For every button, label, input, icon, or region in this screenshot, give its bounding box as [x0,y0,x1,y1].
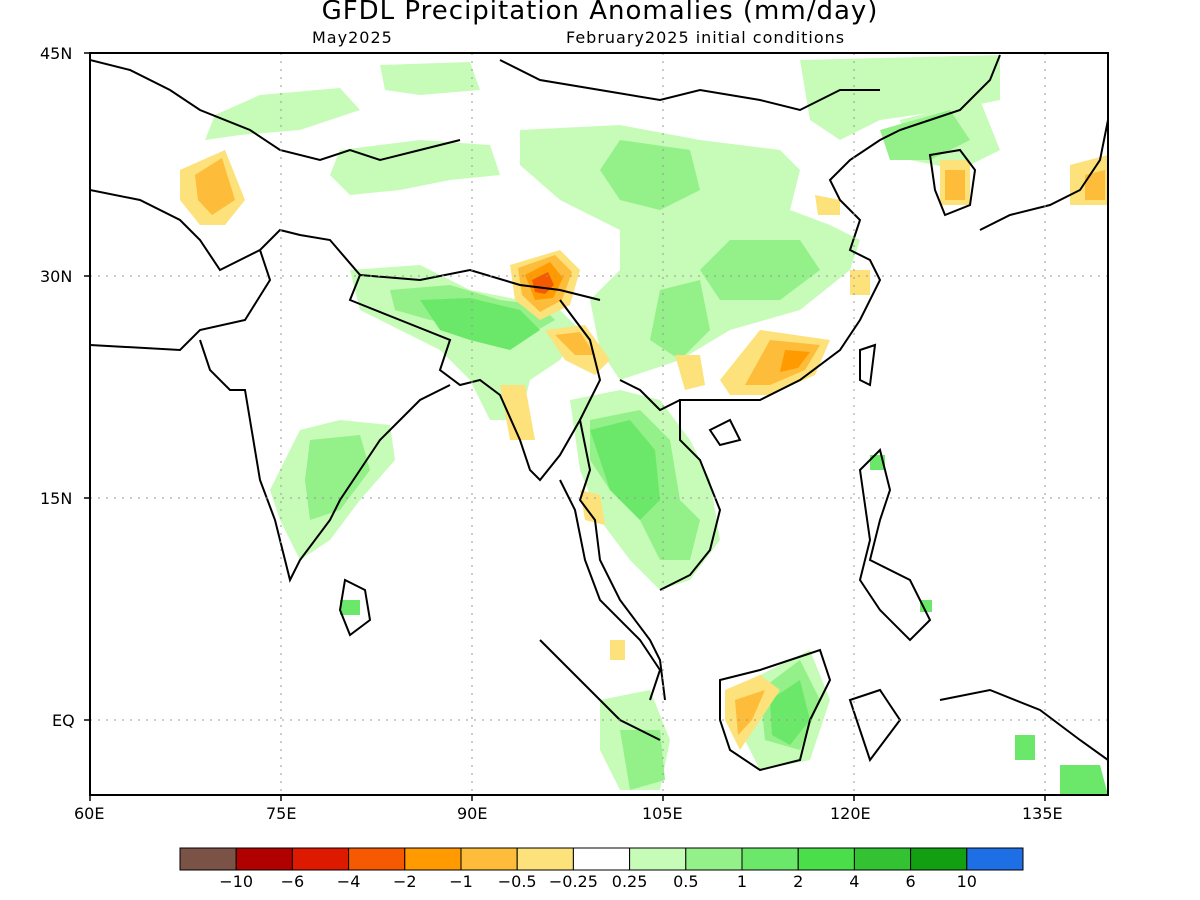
colorbar-label: 4 [849,872,860,891]
lon-tick-90e: 90E [457,804,488,823]
colorbar-swatch [235,847,293,871]
colorbar-label: −4 [336,872,361,891]
colorbar-swatch [629,847,687,871]
colorbar-swatch [685,847,743,871]
lat-tick-30n: 30N [40,267,73,286]
colorbar-label: 2 [793,872,804,891]
graticule [90,53,1108,795]
colorbar-label: −0.25 [548,872,598,891]
lat-tick-45n: 45N [40,44,73,63]
colorbar-swatch [348,847,406,871]
colorbar-label: −1 [449,872,473,891]
colorbar-swatch [797,847,855,871]
lon-tick-105e: 105E [642,804,683,823]
map-frame [89,52,1109,796]
anomaly-strong-positive [340,298,1108,795]
colorbar-label: −2 [393,872,417,891]
colorbar-label: −10 [219,872,254,891]
colorbar-label: 1 [736,872,748,891]
colorbar-label: 0.5 [673,872,699,891]
coastlines [90,54,1108,772]
lon-tick-135e: 135E [1022,804,1063,823]
anomaly-fields [180,55,1108,795]
colorbar-swatch [853,847,912,871]
colorbar-label: 10 [956,872,977,891]
forecast-month: May2025 [312,28,393,47]
lon-tick-120e: 120E [830,804,871,823]
colorbar-label: −6 [280,872,305,891]
initial-conditions: February2025 initial conditions [566,28,846,47]
colorbar-swatch [572,847,631,871]
lon-tick-60e: 60E [74,804,105,823]
colorbar-swatch [179,847,237,871]
colorbar-label: −0.5 [497,872,537,891]
colorbar-swatch [404,847,462,871]
colorbar [179,847,1024,871]
colorbar-label: 0.25 [611,872,648,891]
lat-tick-15n: 15N [40,489,73,508]
colorbar-swatch [516,847,574,871]
map-title: GFDL Precipitation Anomalies (mm/day) [321,0,879,26]
axis-ticks [84,52,1046,801]
colorbar-swatch [966,847,1024,871]
lon-tick-75e: 75E [266,804,297,823]
colorbar-swatch [291,847,350,871]
colorbar-label: 6 [905,872,916,891]
colorbar-swatch [741,847,799,871]
colorbar-swatch [910,847,968,871]
colorbar-swatch [460,847,518,871]
lat-tick-eq: EQ [52,711,75,730]
